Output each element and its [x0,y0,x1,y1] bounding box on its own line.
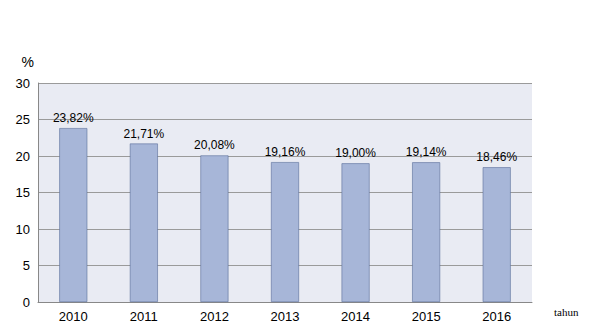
svg-text:10: 10 [16,222,30,237]
svg-text:2010: 2010 [59,309,88,324]
svg-text:21,71%: 21,71% [124,127,165,141]
svg-text:25: 25 [16,112,30,127]
svg-text:23,82%: 23,82% [53,111,94,125]
svg-text:19,00%: 19,00% [335,146,376,160]
svg-text:20,08%: 20,08% [194,138,235,152]
svg-text:2016: 2016 [482,309,511,324]
svg-text:0: 0 [23,295,30,310]
svg-text:15: 15 [16,185,30,200]
svg-text:2014: 2014 [341,309,370,324]
svg-text:5: 5 [23,258,30,273]
svg-text:2015: 2015 [412,309,441,324]
svg-text:2011: 2011 [130,309,158,324]
svg-text:tahun: tahun [554,306,579,318]
svg-text:20: 20 [16,149,30,164]
svg-text:19,16%: 19,16% [265,145,306,159]
svg-text:30: 30 [16,76,30,91]
svg-text:18,46%: 18,46% [476,150,517,164]
svg-text:2013: 2013 [271,309,300,324]
svg-text:19,14%: 19,14% [406,145,447,159]
svg-text:%: % [22,54,34,70]
svg-text:2012: 2012 [200,309,229,324]
